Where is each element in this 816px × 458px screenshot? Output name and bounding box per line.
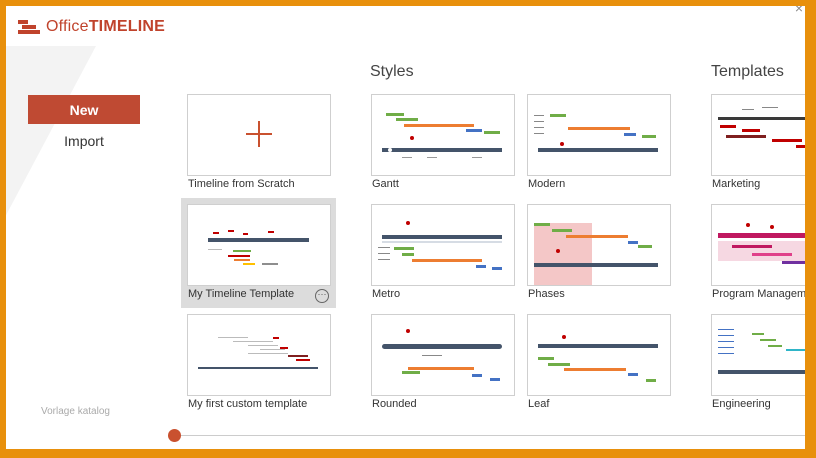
tile-label-program: Program Management bbox=[712, 288, 805, 300]
templates-heading: Templates bbox=[711, 63, 784, 80]
tile-label-rounded: Rounded bbox=[372, 398, 417, 410]
tile-label-scratch: Timeline from Scratch bbox=[188, 178, 295, 190]
rounded-style-tile[interactable] bbox=[371, 314, 515, 396]
phases-style-tile[interactable] bbox=[527, 204, 671, 286]
custom-template-thumbnail bbox=[198, 337, 318, 369]
modern-style-tile[interactable] bbox=[527, 94, 671, 176]
program-thumbnail bbox=[718, 223, 805, 264]
engineering-thumbnail bbox=[718, 329, 805, 374]
timeline-from-scratch-tile[interactable] bbox=[187, 94, 331, 176]
modern-thumbnail bbox=[534, 114, 658, 152]
metro-thumbnail bbox=[378, 221, 502, 270]
plus-icon bbox=[246, 121, 272, 147]
tile-label-marketing: Marketing bbox=[712, 178, 761, 190]
logo-text: OfficeTIMELINE bbox=[46, 18, 165, 35]
gantt-thumbnail bbox=[382, 113, 502, 158]
tile-label-modern: Modern bbox=[528, 178, 566, 190]
tile-label-engineering: Engineering bbox=[712, 398, 771, 410]
gantt-style-tile[interactable] bbox=[371, 94, 515, 176]
my-timeline-template-tile[interactable] bbox=[187, 204, 331, 286]
my-template-thumbnail bbox=[208, 230, 309, 265]
leaf-style-tile[interactable] bbox=[527, 314, 671, 396]
logo-icon bbox=[18, 20, 40, 34]
more-options-icon[interactable]: ··· bbox=[315, 289, 329, 303]
marketing-template-tile[interactable] bbox=[711, 94, 805, 176]
close-icon[interactable]: × bbox=[794, 6, 803, 16]
new-button[interactable]: New bbox=[28, 95, 140, 124]
rounded-thumbnail bbox=[382, 329, 502, 381]
catalog-caption: Vorlage katalog bbox=[41, 406, 110, 417]
sidebar-background bbox=[6, 6, 186, 449]
styles-heading: Styles bbox=[370, 63, 414, 80]
tile-label-leaf: Leaf bbox=[528, 398, 550, 410]
tile-label-custom: My first custom template bbox=[188, 398, 308, 410]
start-screen: OfficeTIMELINE × New Import Vorlage kata… bbox=[6, 6, 805, 449]
metro-style-tile[interactable] bbox=[371, 204, 515, 286]
marketing-thumbnail bbox=[718, 107, 805, 148]
leaf-thumbnail bbox=[538, 335, 658, 382]
engineering-template-tile[interactable] bbox=[711, 314, 805, 396]
program-management-template-tile[interactable] bbox=[711, 204, 805, 286]
scroll-thumb[interactable] bbox=[168, 429, 181, 442]
tile-label-metro: Metro bbox=[372, 288, 401, 300]
tile-label-phases: Phases bbox=[528, 288, 565, 300]
office-timeline-logo: OfficeTIMELINE bbox=[18, 18, 165, 36]
import-button[interactable]: Import bbox=[64, 133, 104, 149]
scroll-track[interactable] bbox=[170, 435, 805, 436]
tile-label-gantt: Gantt bbox=[372, 178, 399, 190]
tile-label-my-template: My Timeline Template bbox=[188, 288, 295, 300]
phases-thumbnail bbox=[534, 223, 658, 285]
custom-template-tile[interactable] bbox=[187, 314, 331, 396]
